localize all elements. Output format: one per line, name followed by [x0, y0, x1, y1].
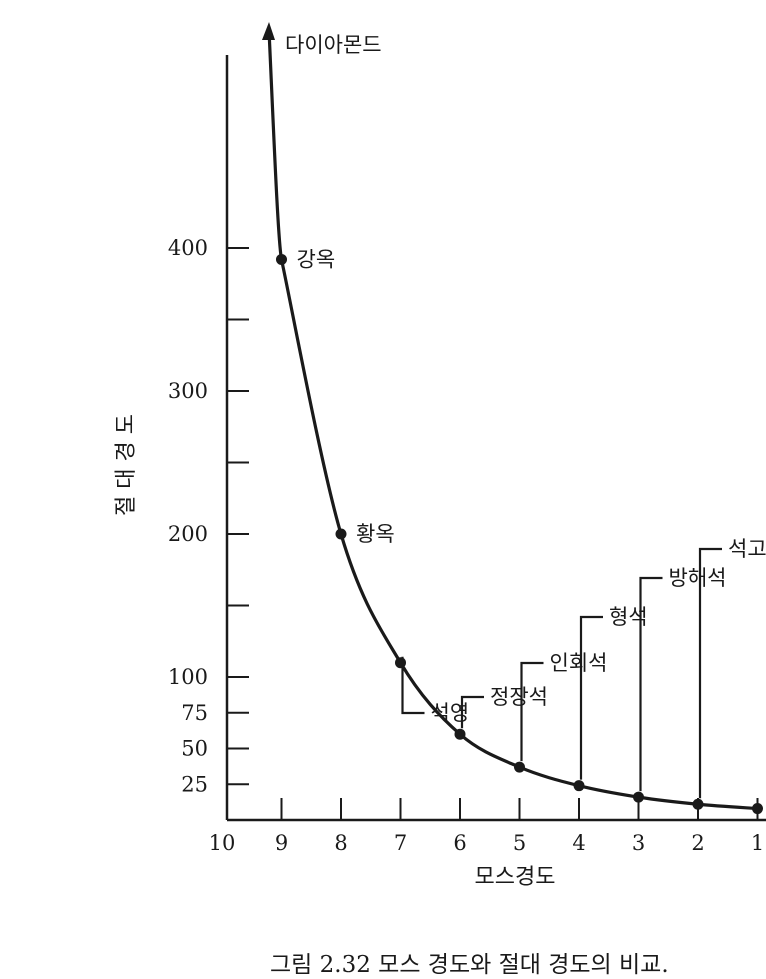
x-tick-label-3: 3 — [632, 831, 645, 855]
x-tick-label-7: 7 — [394, 831, 407, 855]
point-label-2: 석고 — [728, 537, 766, 561]
x-tick-label-8: 8 — [334, 831, 347, 855]
x-tick-label-5: 5 — [513, 831, 526, 855]
figure-caption: 그림 2.32 모스 경도와 절대 경도의 비교. — [270, 952, 669, 978]
leader-line-3 — [639, 576, 663, 792]
top-label-diamond: 다이아몬드 — [285, 33, 382, 57]
axes: 25 50 75 100 200 300 400 10 9 8 7 6 5 4 3 2 1 — [168, 55, 766, 855]
point-1 — [752, 803, 763, 815]
point-label-5: 인회석 — [550, 651, 608, 675]
leader-line-2 — [698, 547, 722, 799]
x-axis-title: 모스경도 — [475, 865, 556, 890]
x-tick-label-6: 6 — [453, 831, 466, 855]
point-6 — [454, 728, 466, 740]
arrow-up-icon — [262, 22, 275, 40]
leader-line-4 — [579, 615, 603, 780]
points-layer — [276, 253, 763, 815]
y-tick-label-50: 50 — [181, 737, 208, 761]
point-7 — [395, 657, 406, 669]
point-label-4: 형석 — [609, 605, 648, 629]
point-2 — [692, 798, 704, 810]
x-tick-label-9: 9 — [275, 831, 288, 855]
x-tick-label-1: 1 — [751, 831, 764, 855]
point-label-7: 석영 — [431, 701, 470, 725]
x-tick-label-10: 10 — [209, 831, 236, 855]
point-8 — [335, 528, 347, 540]
y-tick-label-400: 400 — [168, 236, 208, 260]
y-tick-label-300: 300 — [168, 379, 208, 403]
point-5 — [514, 761, 525, 773]
point-label-6: 정장석 — [490, 685, 548, 709]
point-9 — [276, 253, 287, 265]
point-3 — [633, 791, 644, 803]
leader-line-7 — [401, 656, 425, 715]
y-tick-label-100: 100 — [168, 665, 208, 689]
leader-line-6 — [460, 695, 484, 729]
y-tick-label-25: 25 — [181, 772, 208, 796]
x-tick-label-4: 4 — [572, 831, 585, 855]
y-axis-title: 절 대 경 도 — [114, 414, 139, 516]
point-label-9: 강옥 — [297, 247, 336, 271]
y-tick-label-200: 200 — [168, 522, 208, 546]
point-label-8: 황옥 — [356, 522, 395, 546]
point-4 — [573, 780, 585, 792]
x-tick-label-2: 2 — [691, 831, 704, 855]
y-tick-label-75: 75 — [181, 701, 208, 725]
point-label-3: 방해석 — [669, 566, 727, 590]
leader-line-5 — [520, 661, 544, 762]
